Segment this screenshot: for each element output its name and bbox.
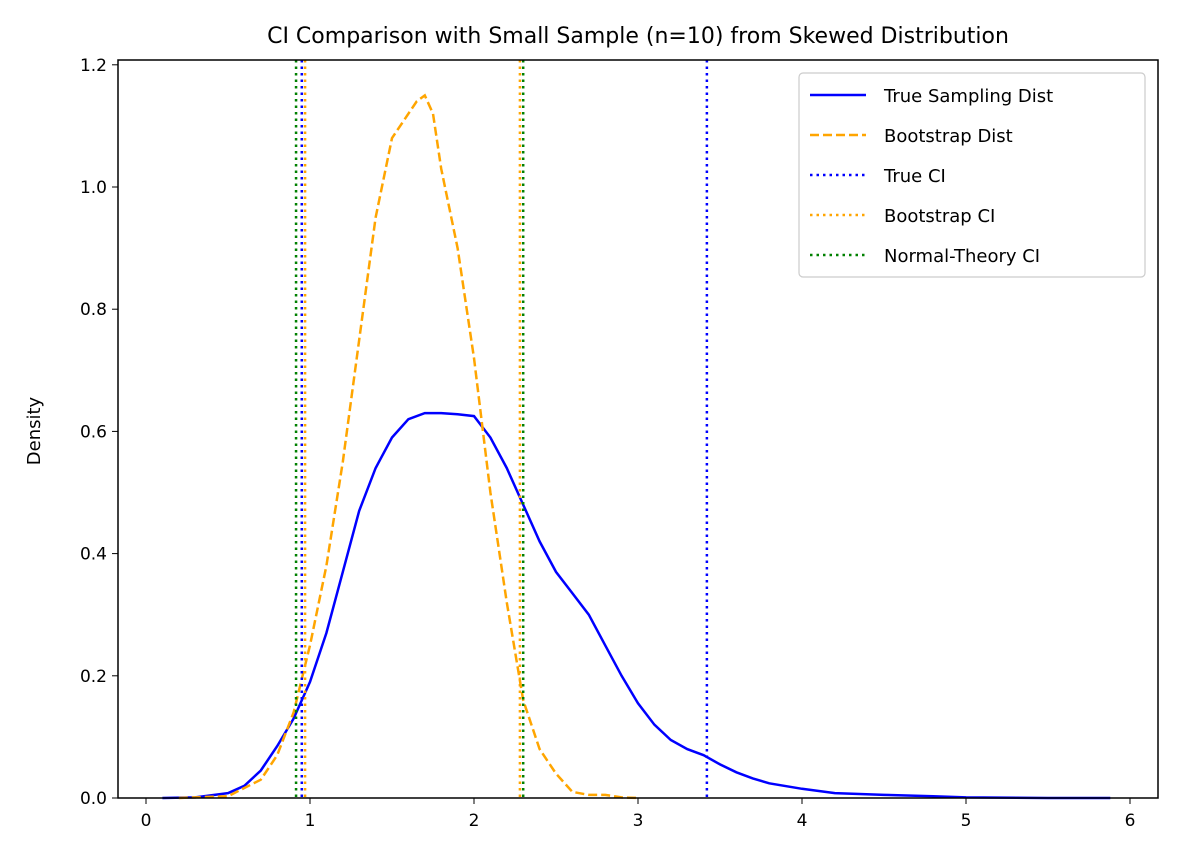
x-tick-label: 2	[469, 811, 480, 831]
x-tick-label: 5	[961, 811, 972, 831]
series-line-1	[178, 93, 639, 800]
legend-label: Bootstrap CI	[884, 206, 995, 227]
y-tick-label: 1.0	[80, 178, 107, 198]
y-tick-label: 0.0	[80, 789, 107, 809]
y-tick-label: 0.8	[80, 300, 107, 320]
legend-label: True Sampling Dist	[883, 86, 1053, 107]
x-tick-label: 3	[633, 811, 644, 831]
y-tick-label: 0.4	[80, 545, 107, 565]
x-tick-label: 1	[305, 811, 316, 831]
legend-label: Normal-Theory CI	[884, 246, 1040, 267]
chart-title: CI Comparison with Small Sample (n=10) f…	[267, 24, 1009, 49]
y-tick-label: 0.2	[80, 667, 107, 687]
plot-frame	[117, 59, 1159, 799]
x-tick-label: 4	[797, 811, 808, 831]
x-tick-label: 6	[1125, 811, 1136, 831]
x-tick-label: 0	[141, 811, 152, 831]
legend: True Sampling Dist Bootstrap Dist True CI B…	[798, 72, 1146, 278]
legend-label: Bootstrap Dist	[884, 126, 1013, 147]
legend-box	[798, 72, 1146, 278]
y-axis-label: Density	[24, 396, 45, 465]
series-line-0	[162, 411, 1111, 800]
y-tick-label: 0.6	[80, 422, 107, 442]
y-tick-label: 1.2	[80, 56, 107, 76]
legend-label: True CI	[883, 166, 946, 187]
